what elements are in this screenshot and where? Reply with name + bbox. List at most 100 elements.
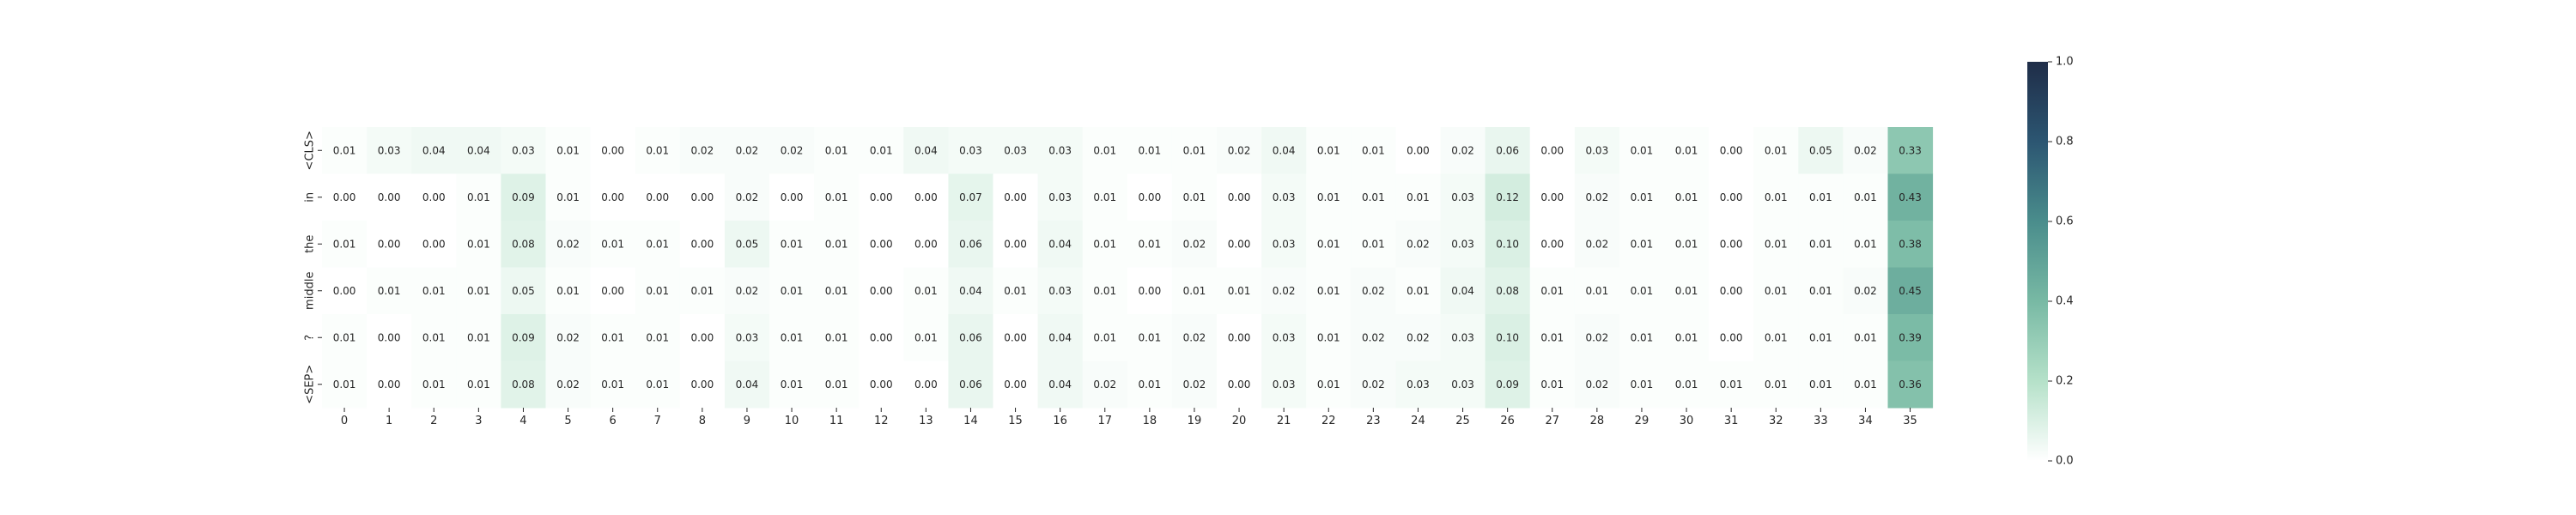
heatmap-cell (1664, 221, 1710, 268)
heatmap-cell (1037, 221, 1084, 268)
cell-value-label: 0.01 (825, 285, 848, 297)
heatmap-cell (1261, 314, 1307, 361)
heatmap-cell (1171, 173, 1218, 221)
cell-value-label: 0.04 (736, 379, 759, 391)
heatmap-cell (1440, 173, 1486, 221)
heatmap-cell (1485, 221, 1531, 268)
cell-value-label: 0.01 (825, 379, 848, 391)
y-axis: <CLS> in the middle? <SEP> (304, 130, 322, 404)
cell-value-label: 0.01 (1809, 285, 1832, 297)
cell-value-label: 0.01 (333, 238, 356, 250)
heatmap-cell (456, 127, 501, 174)
cell-value-label: 0.00 (690, 238, 714, 250)
cell-value-label: 0.10 (1496, 238, 1519, 250)
heatmap-cell (1037, 173, 1084, 221)
cell-value-label: 0.06 (959, 238, 982, 250)
heatmap-cell (1127, 127, 1173, 174)
cell-value-label: 0.02 (1183, 331, 1206, 343)
heatmap-cell (814, 267, 860, 315)
heatmap-cell (1619, 127, 1665, 174)
cell-value-label: 0.00 (1720, 285, 1743, 297)
heatmap-cell (1395, 267, 1441, 315)
heatmap-cell (948, 221, 993, 268)
heatmap-cell (1217, 360, 1262, 409)
cell-value-label: 0.01 (378, 285, 401, 297)
colorbar-gradient (2027, 62, 2048, 461)
cell-value-label: 0.01 (1809, 379, 1832, 391)
heatmap-cell (1798, 221, 1844, 268)
heatmap-cell (1843, 173, 1888, 221)
heatmap-cell (501, 360, 546, 409)
cell-value-label: 0.02 (1406, 331, 1430, 343)
cell-value-label: 0.01 (690, 285, 714, 297)
heatmap-cell (1798, 360, 1844, 409)
cell-value-label: 0.01 (1675, 285, 1698, 297)
heatmap-cell (1485, 173, 1531, 221)
cell-value-label: 0.01 (1631, 191, 1654, 203)
cell-value-label: 0.06 (959, 331, 982, 343)
heatmap-cell (1127, 267, 1173, 315)
cell-value-label: 0.00 (690, 191, 714, 203)
cell-value-label: 0.36 (1899, 379, 1922, 391)
cell-value-label: 0.01 (646, 379, 669, 391)
heatmap-cell (1351, 173, 1396, 221)
heatmap-cell (1395, 314, 1441, 361)
heatmap-cell (993, 360, 1039, 409)
x-tick-label: 22 (1321, 415, 1336, 427)
cell-value-label: 0.03 (1048, 191, 1072, 203)
heatmap-cell (1887, 267, 1934, 315)
cell-value-label: 0.07 (959, 191, 982, 203)
cell-value-label: 0.02 (1585, 191, 1608, 203)
heatmap-cell (1529, 173, 1576, 221)
heatmap-cell (1440, 314, 1486, 361)
cell-value-label: 0.03 (1273, 191, 1296, 203)
heatmap-cell (1887, 314, 1934, 361)
x-axis: 0 1 2 3 4 5 6 7 8 9 10 11 12 13 14 15 16 17 18 19 20 21 22 23 24… (341, 408, 1917, 427)
cell-value-label: 0.00 (378, 191, 401, 203)
heatmap-cell (1574, 173, 1620, 221)
cell-value-label: 0.00 (870, 379, 893, 391)
heatmap-cell (1351, 314, 1396, 361)
heatmap-cell (1798, 267, 1844, 315)
cell-value-label: 0.00 (914, 191, 938, 203)
cell-value-label: 0.04 (1273, 144, 1296, 156)
cell-value-label: 0.01 (1854, 379, 1877, 391)
cell-value-label: 0.01 (1765, 238, 1788, 250)
cell-value-label: 0.01 (1631, 238, 1654, 250)
heatmap-cell (679, 173, 726, 221)
cell-value-label: 0.02 (556, 379, 580, 391)
heatmap-cell (993, 314, 1039, 361)
cell-value-label: 0.01 (1854, 238, 1877, 250)
heatmap-cell (1709, 221, 1754, 268)
cell-value-label: 0.04 (914, 144, 938, 156)
cell-value-label: 0.02 (1273, 285, 1296, 297)
heatmap-cell (635, 173, 681, 221)
heatmap-cell (724, 314, 770, 361)
heatmap-cell (1529, 221, 1576, 268)
heatmap-cell (903, 127, 949, 174)
heatmap-cell (411, 127, 457, 174)
heatmap-cell (1709, 173, 1754, 221)
x-tick-label: 35 (1903, 415, 1917, 427)
heatmap-cell (903, 360, 949, 409)
cell-value-label: 0.01 (1183, 191, 1206, 203)
cell-value-label: 0.03 (378, 144, 401, 156)
x-tick-label: 32 (1769, 415, 1783, 427)
heatmap-cell (814, 221, 860, 268)
cell-value-label: 0.01 (1809, 191, 1832, 203)
x-tick-label: 9 (744, 415, 750, 427)
cell-value-label: 0.02 (1854, 144, 1877, 156)
cell-value-label: 0.00 (914, 238, 938, 250)
heatmap-cell (814, 360, 860, 409)
x-tick-label: 11 (829, 415, 844, 427)
cell-value-label: 0.03 (1273, 331, 1296, 343)
heatmap-cell (1843, 221, 1888, 268)
cell-value-label: 0.01 (1093, 238, 1116, 250)
cell-value-label: 0.00 (646, 191, 669, 203)
cell-value-label: 0.01 (1317, 191, 1340, 203)
cell-value-label: 0.01 (1675, 379, 1698, 391)
cell-value-label: 0.01 (781, 238, 804, 250)
cell-value-label: 0.04 (422, 144, 446, 156)
cell-value-label: 0.01 (422, 285, 446, 297)
cell-value-label: 0.01 (1540, 331, 1564, 343)
